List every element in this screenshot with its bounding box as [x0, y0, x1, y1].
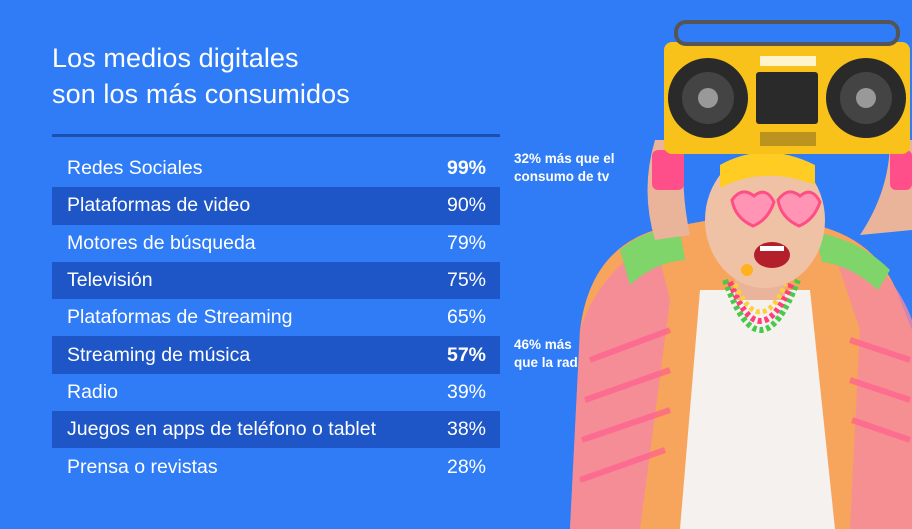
woman-with-boombox-photo [570, 20, 912, 529]
table-row: Prensa o revistas 28% [52, 448, 500, 485]
row-label: Motores de búsqueda [67, 231, 256, 254]
title-line-1: Los medios digitales [52, 43, 299, 73]
row-value: 79% [446, 231, 486, 254]
row-label: Prensa o revistas [67, 455, 218, 478]
table-row: Juegos en apps de teléfono o tablet 38% [52, 411, 500, 449]
annotation-music-vs-radio: 46% más que la radio [514, 336, 590, 372]
annotation-social-vs-tv: 32% más que el consumo de tv [514, 150, 615, 186]
table-row: Plataformas de video 90% [52, 187, 500, 225]
row-label: Streaming de música [67, 343, 251, 366]
media-consumption-table: Redes Sociales 99% Plataformas de video 90%… [52, 150, 500, 486]
row-value: 99% [446, 157, 486, 180]
row-label: Plataformas de video [67, 194, 251, 217]
annotation-line: 32% más que el [514, 151, 615, 166]
annotation-line: consumo de tv [514, 169, 610, 184]
row-value: 65% [446, 306, 486, 329]
row-value: 75% [446, 269, 486, 292]
row-value: 38% [446, 418, 486, 441]
row-value: 39% [446, 380, 486, 403]
page-title: Los medios digitales son los más consumi… [52, 40, 492, 112]
row-label: Televisión [67, 269, 153, 292]
table-row: Radio 39% [52, 374, 500, 411]
table-row: Motores de búsqueda 79% [52, 225, 500, 262]
title-line-2: son los más consumidos [52, 79, 350, 109]
row-label: Plataformas de Streaming [67, 306, 293, 329]
row-value: 57% [446, 343, 486, 366]
annotation-line: 46% más [514, 337, 572, 352]
title-divider [52, 134, 500, 137]
table-row: Streaming de música 57% [52, 336, 500, 374]
table-row: Plataformas de Streaming 65% [52, 299, 500, 336]
row-value: 28% [446, 455, 486, 478]
row-value: 90% [446, 194, 486, 217]
row-label: Juegos en apps de teléfono o tablet [67, 418, 376, 441]
row-label: Radio [67, 380, 118, 403]
table-row: Redes Sociales 99% [52, 150, 500, 187]
annotation-line: que la radio [514, 355, 590, 370]
row-label: Redes Sociales [67, 157, 203, 180]
table-row: Televisión 75% [52, 261, 500, 300]
